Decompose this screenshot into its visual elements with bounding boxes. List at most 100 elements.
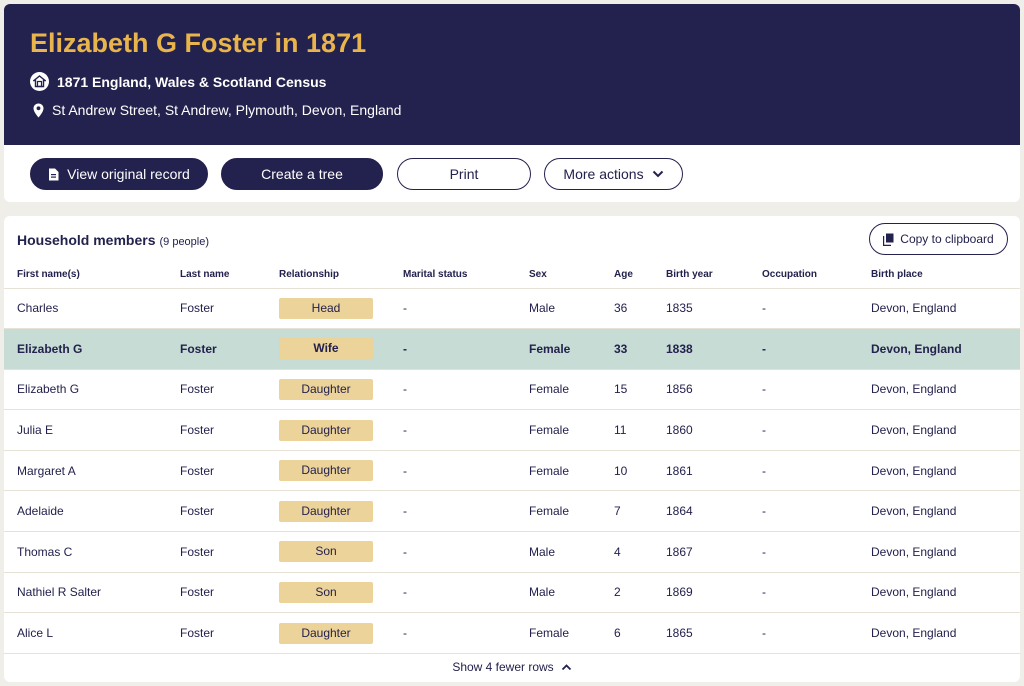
view-original-record-button[interactable]: View original record [30, 158, 208, 190]
relationship-badge: Son [279, 541, 373, 563]
print-button[interactable]: Print [397, 158, 531, 190]
show-fewer-rows-button[interactable]: Show 4 fewer rows [4, 654, 1020, 680]
document-icon [49, 168, 59, 180]
household-panel: Household members (9 people) Copy to clip… [4, 216, 1020, 682]
table-row: Alice L Foster Daughter - Female 6 1865- Devon,… [4, 612, 1020, 654]
cell-age: 10 [614, 450, 666, 492]
cell-last-name: Foster [180, 612, 279, 654]
cell-birth-year: 1835 [666, 288, 762, 330]
cell-age: 15 [614, 369, 666, 411]
column-header-relationship: Relationship [279, 262, 403, 289]
table-row: Thomas C Foster Son - Male 4 1867- Devon, Engla… [4, 531, 1020, 573]
cell-birth-year: 1838 [666, 328, 762, 370]
place-line: St Andrew Street, St Andrew, Plymouth, D… [32, 102, 401, 118]
cell-first-name: Julia E [4, 409, 180, 451]
cell-age: 7 [614, 490, 666, 533]
cell-first-name: Thomas C [4, 531, 180, 573]
column-header-sex: Sex [529, 262, 614, 289]
column-header-age: Age [614, 262, 666, 289]
column-header-occupation: Occupation [762, 262, 871, 289]
cell-occupation: - [762, 450, 871, 492]
table-row: Elizabeth G Foster Daughter - Female 15 1856- D… [4, 369, 1020, 411]
cell-sex: Male [529, 288, 614, 330]
relationship-badge: Head [279, 297, 373, 319]
cell-last-name: Foster [180, 288, 279, 330]
cell-last-name: Foster [180, 328, 279, 370]
table-row: Nathiel R Salter Foster Son - Male 2 1869- Devo… [4, 572, 1020, 614]
cell-sex: Male [529, 572, 614, 614]
print-label: Print [449, 166, 479, 182]
cell-first-name: Charles [4, 288, 180, 330]
cell-occupation: - [762, 369, 871, 411]
cell-age: 6 [614, 612, 666, 654]
relationship-badge: Son [279, 581, 373, 603]
location-pin-icon [32, 102, 44, 118]
cell-sex: Female [529, 328, 614, 370]
cell-age: 2 [614, 572, 666, 614]
cell-birth-place: Devon, England [871, 531, 1020, 573]
household-count: (9 people) [159, 236, 210, 248]
cell-occupation: - [762, 490, 871, 533]
house-icon [30, 72, 49, 91]
chevron-up-icon [561, 663, 571, 670]
cell-occupation: - [762, 572, 871, 614]
column-header-marital-status: Marital status [403, 262, 529, 289]
household-title: Household members [17, 232, 156, 248]
cell-birth-year: 1860 [666, 409, 762, 451]
cell-last-name: Foster [180, 369, 279, 411]
cell-last-name: Foster [180, 409, 279, 451]
cell-birth-year: 1864 [666, 490, 762, 533]
cell-marital-status: - [403, 328, 529, 370]
cell-birth-place: Devon, England [871, 288, 1020, 330]
cell-relationship: Head [279, 288, 403, 330]
relationship-badge: Daughter [279, 378, 373, 400]
cell-marital-status: - [403, 288, 529, 330]
cell-birth-place: Devon, England [871, 409, 1020, 451]
copy-label: Copy to clipboard [900, 232, 994, 246]
column-header-birth-place: Birth place [871, 262, 1020, 289]
cell-age: 33 [614, 328, 666, 370]
cell-last-name: Foster [180, 572, 279, 614]
cell-relationship: Daughter [279, 612, 403, 654]
relationship-badge: Daughter [279, 622, 373, 644]
cell-sex: Female [529, 369, 614, 411]
cell-first-name: Adelaide [4, 490, 180, 533]
more-actions-button[interactable]: More actions [544, 158, 683, 190]
cell-birth-place: Devon, England [871, 490, 1020, 533]
page-title: Elizabeth G Foster in 1871 [30, 28, 367, 58]
cell-relationship: Son [279, 531, 403, 573]
cell-relationship: Wife [279, 328, 403, 370]
cell-relationship: Son [279, 572, 403, 614]
cell-first-name: Elizabeth G [4, 369, 180, 411]
cell-last-name: Foster [180, 450, 279, 492]
cell-birth-place: Devon, England [871, 572, 1020, 614]
cell-first-name: Margaret A [4, 450, 180, 492]
cell-birth-place: Devon, England [871, 369, 1020, 411]
column-header-first-name: First name(s) [4, 262, 180, 289]
cell-sex: Female [529, 409, 614, 451]
create-tree-button[interactable]: Create a tree [221, 158, 383, 190]
cell-occupation: - [762, 531, 871, 573]
cell-birth-year: 1861 [666, 450, 762, 492]
column-header-birth-year: Birth year [666, 262, 762, 289]
cell-birth-place: Devon, England [871, 328, 1020, 370]
cell-sex: Female [529, 450, 614, 492]
cell-birth-year: 1869 [666, 572, 762, 614]
cell-first-name: Elizabeth G [4, 328, 180, 370]
household-table: First name(s) Last name Relationship Marita… [4, 262, 1020, 654]
relationship-badge: Wife [279, 338, 373, 360]
place-name: St Andrew Street, St Andrew, Plymouth, D… [52, 102, 402, 118]
cell-sex: Female [529, 612, 614, 654]
cell-occupation: - [762, 328, 871, 370]
cell-relationship: Daughter [279, 450, 403, 492]
cell-last-name: Foster [180, 490, 279, 533]
census-line: 1871 England, Wales & Scotland Census [30, 72, 326, 91]
table-header-row: First name(s) Last name Relationship Marita… [4, 262, 1020, 289]
table-row: Julia E Foster Daughter - Female 11 1860- Devon… [4, 409, 1020, 451]
copy-to-clipboard-button[interactable]: Copy to clipboard [869, 223, 1008, 255]
create-tree-label: Create a tree [261, 166, 343, 182]
table-row: Charles Foster Head - Male 36 1835- Devon, Engl… [4, 288, 1020, 330]
cell-marital-status: - [403, 409, 529, 451]
cell-age: 11 [614, 409, 666, 451]
cell-age: 36 [614, 288, 666, 330]
